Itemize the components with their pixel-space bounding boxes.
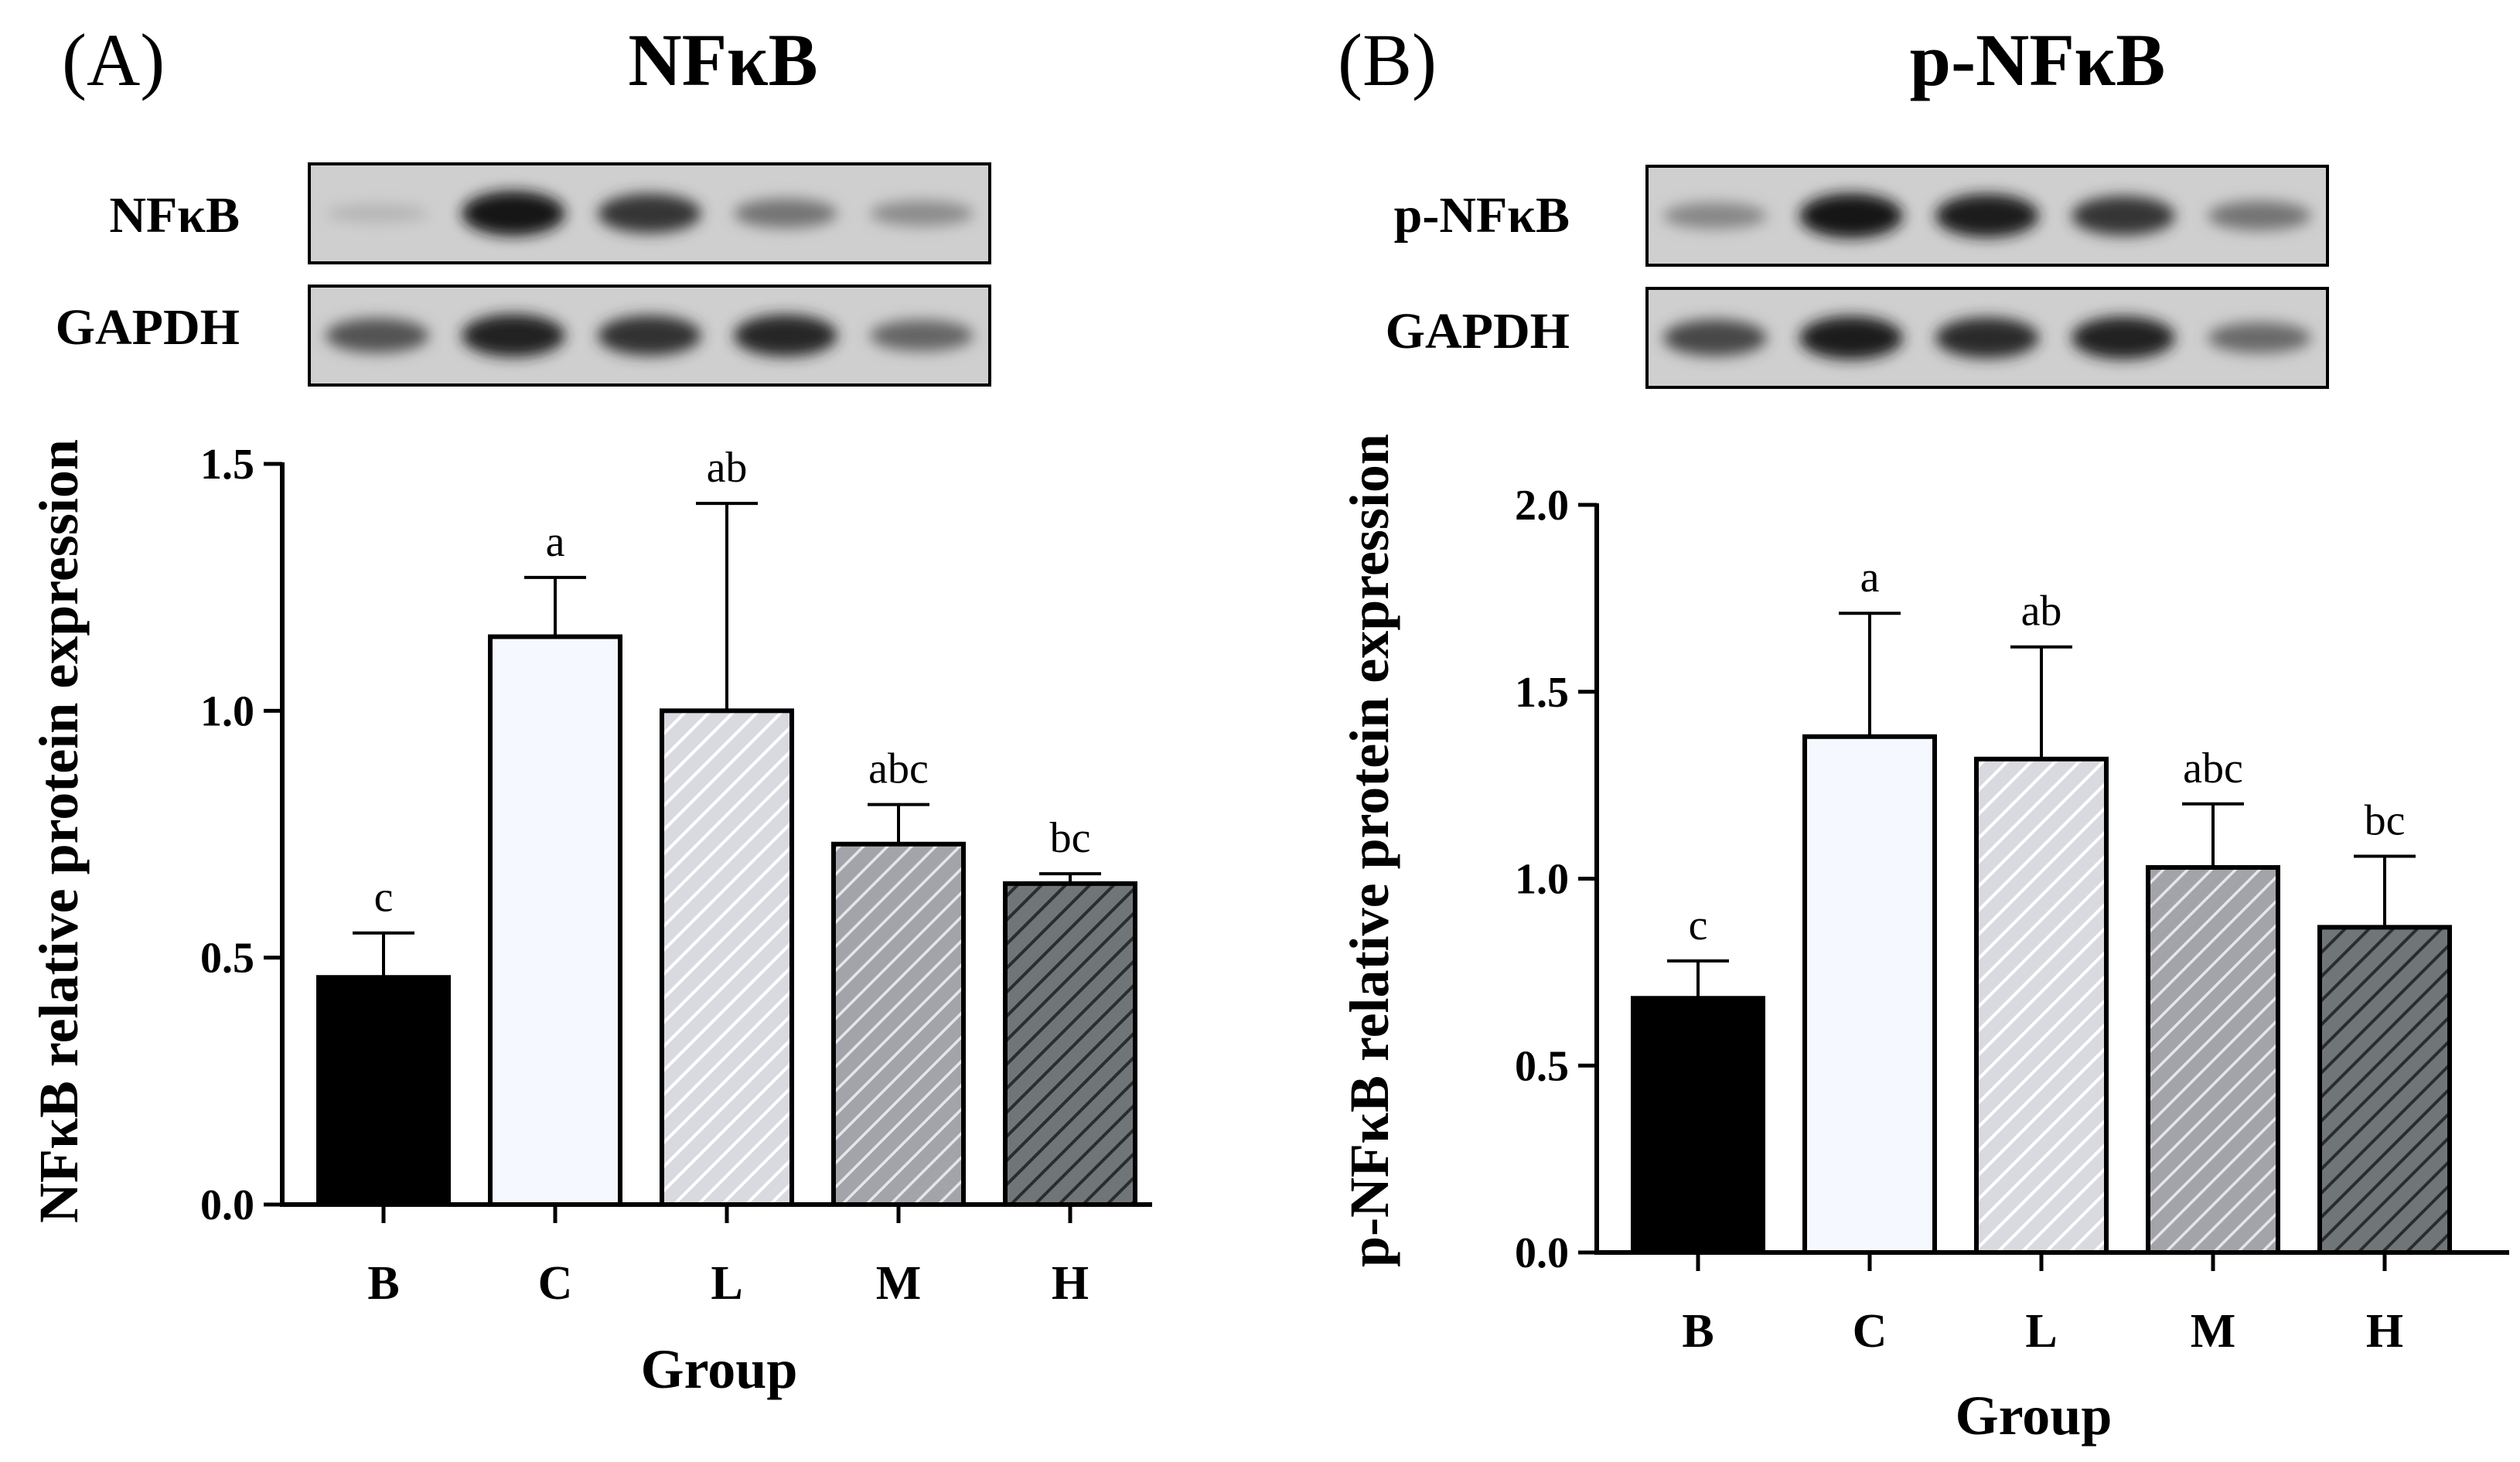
blot-band — [734, 315, 837, 356]
y-tick-label: 1.5 — [1515, 669, 1569, 717]
y-tick-label: 0.0 — [200, 1181, 254, 1229]
blot-band — [598, 315, 701, 356]
panel-title: NFκB — [628, 19, 817, 101]
blot-row-label: NFκB — [109, 187, 240, 244]
western-blot: NFκB GAPDH — [56, 162, 991, 387]
significance-label: bc — [1050, 814, 1091, 862]
y-tick-label: 1.0 — [200, 687, 254, 735]
blot-bands — [1663, 316, 2311, 360]
x-tick-label: H — [1052, 1257, 1089, 1310]
blot-band — [1663, 203, 1767, 229]
blot-band — [734, 199, 837, 228]
significance-label: ab — [707, 444, 748, 492]
blot-band — [2072, 316, 2175, 360]
blot-band — [870, 319, 974, 352]
blot-band — [2072, 196, 2175, 236]
blot-band — [1663, 319, 1767, 356]
x-tick-label: B — [367, 1257, 399, 1310]
x-axis-title: Group — [641, 1338, 798, 1400]
blot-bands — [326, 314, 974, 357]
x-tick-label: C — [1853, 1305, 1887, 1358]
y-tick-label: 0.5 — [1515, 1042, 1569, 1090]
significance-label: ab — [2021, 588, 2062, 636]
y-axis-title: p-NFκB relative protein expression — [1338, 434, 1400, 1267]
y-tick-label: 1.5 — [200, 441, 254, 489]
significance-label: a — [1860, 554, 1880, 601]
x-tick-label: C — [538, 1257, 573, 1310]
blot-band — [870, 200, 974, 227]
blot-band — [1935, 194, 2039, 237]
x-tick-label: M — [2191, 1305, 2236, 1358]
significance-label: c — [1689, 901, 1708, 949]
bar-M — [2146, 864, 2280, 1255]
x-tick-label: L — [2025, 1305, 2057, 1358]
significance-label: abc — [868, 745, 929, 793]
blot-band — [1799, 193, 1903, 238]
significance-label: c — [374, 874, 394, 922]
blot-band — [462, 191, 565, 236]
significance-label: abc — [2183, 745, 2243, 792]
blot-bands — [1663, 193, 2311, 238]
significance-label: a — [546, 518, 565, 566]
blot-band — [2208, 201, 2311, 230]
bar-B — [1631, 996, 1765, 1255]
blot-row-label: p-NFκB — [1394, 187, 1570, 244]
x-tick-label: M — [876, 1257, 922, 1310]
blot-band — [598, 193, 701, 233]
panel-label: (B) — [1338, 19, 1437, 101]
y-tick-label: 1.0 — [1515, 856, 1569, 904]
panel-label: (A) — [62, 19, 165, 101]
blot-band — [326, 204, 429, 223]
blot-band — [462, 314, 565, 357]
blot-band — [1799, 316, 1903, 360]
y-tick-label: 0.0 — [1515, 1229, 1569, 1277]
blot-row-label: GAPDH — [1386, 303, 1570, 360]
bar-C — [1802, 734, 1937, 1255]
blot-bands — [326, 191, 974, 236]
western-blot: p-NFκB GAPDH — [1386, 165, 2329, 389]
x-tick-label: L — [711, 1257, 742, 1310]
blot-row-label: GAPDH — [56, 299, 240, 356]
bar-M — [831, 841, 966, 1207]
blot-band — [2208, 322, 2311, 353]
bar-H — [2317, 925, 2452, 1255]
bar-L — [660, 708, 794, 1207]
panel-title: p-NFκB — [1910, 19, 2166, 101]
y-axis-title: NFκB relative protein expression — [28, 439, 90, 1223]
blot-band — [326, 318, 429, 353]
bar-L — [1974, 756, 2109, 1255]
x-tick-label: B — [1682, 1305, 1714, 1358]
x-axis-title: Group — [1956, 1385, 2113, 1447]
bar-C — [488, 634, 622, 1207]
x-tick-label: H — [2366, 1305, 2403, 1358]
bar-B — [316, 975, 451, 1208]
blot-band — [1935, 317, 2039, 359]
bar-H — [1003, 881, 1137, 1208]
y-tick-label: 0.5 — [200, 935, 254, 983]
y-tick-label: 2.0 — [1515, 482, 1569, 530]
significance-label: bc — [2365, 796, 2406, 844]
